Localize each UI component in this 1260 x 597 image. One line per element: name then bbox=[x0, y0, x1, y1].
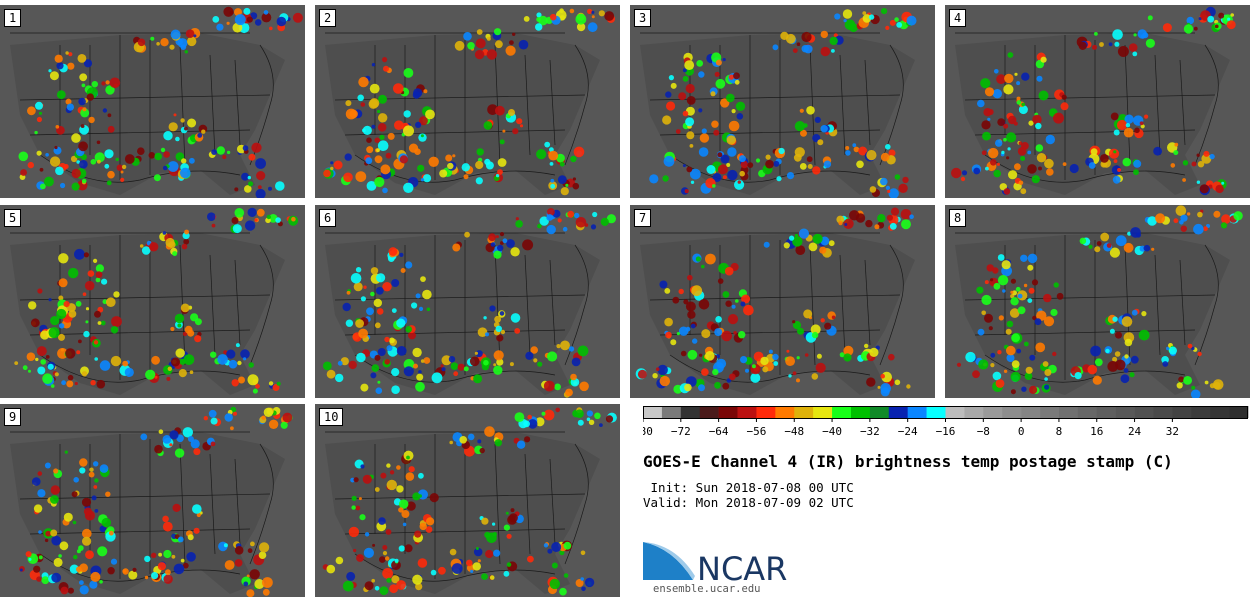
colorbar-segment bbox=[1153, 406, 1173, 418]
colorbar-segment bbox=[1172, 406, 1192, 418]
panel-number-label: 5 bbox=[4, 209, 22, 227]
ir-satellite-map bbox=[315, 205, 620, 398]
panel-number-label: 9 bbox=[4, 408, 22, 426]
ir-satellite-map bbox=[315, 5, 620, 198]
ncar-logo: NCAR bbox=[643, 540, 793, 588]
colorbar-segment bbox=[850, 406, 871, 418]
colorbar-segment bbox=[794, 406, 814, 418]
colorbar-segment bbox=[964, 406, 984, 418]
colorbar-segment bbox=[1134, 406, 1154, 418]
init-time: Init: Sun 2018-07-08 00 UTC bbox=[643, 480, 854, 495]
colorbar-tick-label: 32 bbox=[1166, 425, 1179, 438]
website-url: ensemble.ucar.edu bbox=[653, 583, 761, 595]
map-panel: 1 bbox=[0, 5, 305, 198]
colorbar-segment bbox=[869, 406, 890, 418]
colorbar-segment bbox=[945, 406, 965, 418]
valid-time: Valid: Mon 2018-07-09 02 UTC bbox=[643, 495, 854, 510]
colorbar-segment bbox=[699, 406, 719, 418]
map-panel: 5 bbox=[0, 205, 305, 398]
colorbar-tick-label: 0 bbox=[1018, 425, 1025, 438]
colorbar-segment bbox=[775, 406, 795, 418]
colorbar-tick-label: −32 bbox=[860, 425, 880, 438]
panel-number-label: 4 bbox=[949, 9, 967, 27]
ir-satellite-map bbox=[630, 5, 935, 198]
colorbar-segment bbox=[680, 406, 701, 418]
panel-number-label: 7 bbox=[634, 209, 652, 227]
colorbar-segment bbox=[888, 406, 908, 418]
colorbar-tick-label: −72 bbox=[671, 425, 691, 438]
map-panel: 6 bbox=[315, 205, 620, 398]
ir-satellite-map bbox=[0, 404, 305, 597]
colorbar-tick-label: 8 bbox=[1056, 425, 1063, 438]
colorbar-segment bbox=[1191, 406, 1211, 418]
colorbar-tick-label: 16 bbox=[1090, 425, 1103, 438]
colorbar-segment bbox=[1077, 406, 1098, 418]
panel-number-label: 3 bbox=[634, 9, 652, 27]
ncar-logo-text: NCAR bbox=[697, 550, 787, 582]
figure-title: GOES-E Channel 4 (IR) brightness temp po… bbox=[643, 452, 1173, 471]
ir-satellite-map bbox=[630, 205, 935, 398]
colorbar-segment bbox=[926, 406, 946, 418]
map-panel: 4 bbox=[945, 5, 1250, 198]
map-panel: 2 bbox=[315, 5, 620, 198]
colorbar-tick-label: −80 bbox=[643, 425, 653, 438]
colorbar-segment bbox=[1040, 406, 1060, 418]
colorbar-segment bbox=[1058, 406, 1079, 418]
map-panel: 3 bbox=[630, 5, 935, 198]
colorbar-segment bbox=[643, 406, 663, 418]
panel-number-label: 6 bbox=[319, 209, 337, 227]
panel-number-label: 8 bbox=[949, 209, 967, 227]
colorbar-segment bbox=[1002, 406, 1022, 418]
colorbar-segment bbox=[756, 406, 776, 418]
colorbar-segment bbox=[1021, 406, 1041, 418]
colorbar-tick-label: −40 bbox=[822, 425, 842, 438]
ir-satellite-map bbox=[0, 205, 305, 398]
colorbar-tick-label: −56 bbox=[747, 425, 767, 438]
colorbar-segment bbox=[1115, 406, 1135, 418]
map-panel: 10 bbox=[315, 404, 620, 597]
colorbar-segment bbox=[718, 406, 738, 418]
map-panel: 7 bbox=[630, 205, 935, 398]
ir-satellite-map bbox=[0, 5, 305, 198]
panel-number-label: 2 bbox=[319, 9, 337, 27]
colorbar-tick-label: −24 bbox=[898, 425, 918, 438]
map-panel: 8 bbox=[945, 205, 1250, 398]
panel-number-label: 1 bbox=[4, 9, 22, 27]
ir-satellite-map bbox=[945, 5, 1250, 198]
colorbar-segment bbox=[983, 406, 1003, 418]
colorbar-segment bbox=[1096, 406, 1116, 418]
colorbar-tick-label: −8 bbox=[977, 425, 990, 438]
colorbar-segment bbox=[813, 406, 833, 418]
colorbar-segment bbox=[907, 406, 927, 418]
colorbar-tick-label: −48 bbox=[784, 425, 804, 438]
panel-number-label: 10 bbox=[319, 408, 344, 426]
colorbar-tick-label: −64 bbox=[709, 425, 729, 438]
colorbar-tick-label: −16 bbox=[936, 425, 956, 438]
colorbar-segment bbox=[737, 406, 757, 418]
colorbar-segment bbox=[1229, 406, 1249, 418]
colorbar-segment bbox=[1210, 406, 1230, 418]
colorbar-tick-label: 24 bbox=[1128, 425, 1142, 438]
colorbar-segment bbox=[661, 406, 682, 418]
map-panel: 9 bbox=[0, 404, 305, 597]
colorbar-segment bbox=[832, 406, 852, 418]
ir-satellite-map bbox=[945, 205, 1250, 398]
ir-satellite-map bbox=[315, 404, 620, 597]
